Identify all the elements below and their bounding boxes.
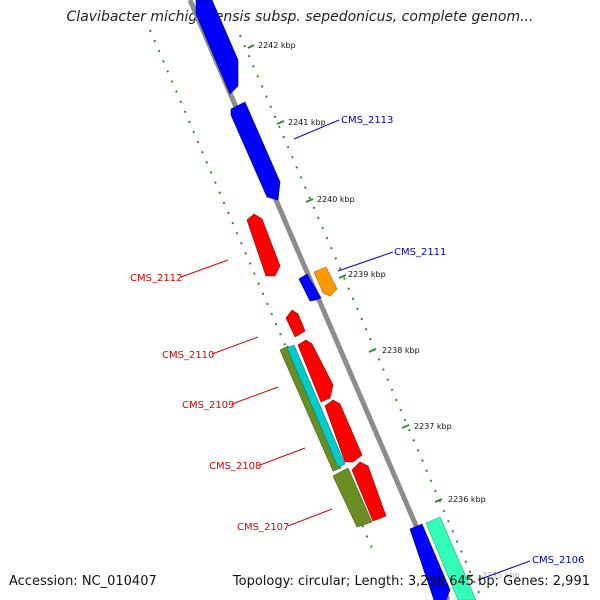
tick-2239: 2239 kbp — [338, 270, 386, 279]
tick-label: 2235 kbp — [482, 571, 520, 580]
tick-2240: 2240 kbp — [305, 195, 355, 204]
gene-label-CMS_2111[interactable]: CMS_2111 — [337, 247, 446, 272]
gene-label-CMS_2113[interactable]: CMS_2113 — [293, 115, 393, 140]
gene-arrow-forward[interactable] — [195, 0, 239, 95]
genome-backbone — [187, 0, 451, 600]
gene-label-text: CMS_2111 — [394, 247, 446, 258]
gene-label-CMS_2112[interactable]: CMS_2112 — [130, 259, 229, 284]
tick-2242: 2242 kbp — [247, 41, 296, 50]
cyan-feature[interactable] — [286, 344, 346, 468]
gene-label-CMS_2109[interactable]: CMS_2109 — [182, 386, 279, 411]
gene-label-text: CMS_2108 — [209, 461, 261, 472]
gene-arrow-reverse[interactable] — [351, 461, 387, 522]
tick-2236: 2236 kbp — [434, 495, 486, 504]
gene-arrow-reverse[interactable] — [324, 399, 363, 463]
gene-label-text: CMS_2106 — [532, 555, 584, 566]
gene-label-CMS_2108[interactable]: CMS_2108 — [209, 447, 306, 472]
teal-feature[interactable] — [425, 516, 477, 600]
tick-label: 2240 kbp — [317, 195, 355, 204]
gene-arrow-reverse[interactable] — [297, 339, 334, 403]
gene-arrow-reverse[interactable] — [285, 309, 306, 338]
gene-label-text: CMS_2107 — [237, 522, 289, 533]
tick-label: 2238 kbp — [382, 346, 420, 355]
gene-arrow-reverse[interactable] — [246, 213, 281, 277]
gene-arrow-forward[interactable] — [298, 273, 322, 302]
map-title: Clavibacter michiganensis subsp. sepedon… — [66, 9, 534, 25]
gene-label-CMS_2106[interactable]: CMS_2106 — [477, 555, 584, 581]
gene-arrow-forward[interactable] — [230, 101, 281, 201]
tick-label: 2242 kbp — [258, 41, 296, 50]
gene-label-text: CMS_2112 — [130, 273, 182, 284]
tick-label: 2239 kbp — [348, 270, 386, 279]
olive-feature[interactable] — [279, 345, 342, 472]
accession-text: Accession: NC_010407 — [9, 574, 157, 589]
gene-label-text: CMS_2113 — [341, 115, 393, 126]
genome-summary-text: Topology: circular; Length: 3,258,645 bp… — [232, 574, 590, 589]
gene-label-text: CMS_2110 — [162, 350, 214, 361]
tick-label: 2236 kbp — [448, 495, 486, 504]
olive-feature[interactable] — [332, 467, 373, 528]
tick-label: 2237 kbp — [414, 422, 452, 431]
orange-feature[interactable] — [313, 266, 338, 297]
tick-2235: 2235 kbp — [465, 571, 520, 580]
gene-label-CMS_2110[interactable]: CMS_2110 — [162, 336, 259, 361]
gene-arrow-forward[interactable] — [409, 523, 451, 600]
outer-dotted-ring — [239, 34, 481, 596]
tick-2237: 2237 kbp — [401, 422, 452, 431]
tick-label: 2241 kbp — [288, 118, 326, 127]
gene-label-text: CMS_2109 — [182, 400, 234, 411]
tick-2238: 2238 kbp — [368, 346, 420, 355]
gene-label-CMS_2107[interactable]: CMS_2107 — [237, 508, 333, 533]
tick-2241: 2241 kbp — [276, 118, 326, 127]
